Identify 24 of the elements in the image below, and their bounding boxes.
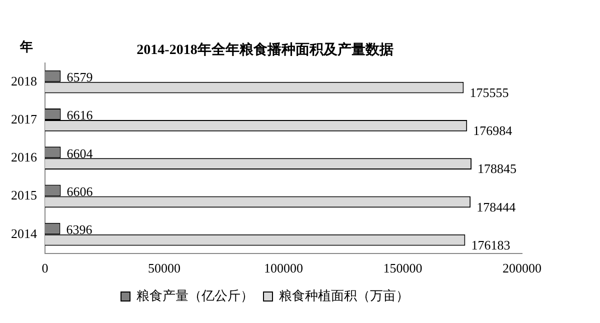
- data-label: 178845: [478, 161, 517, 176]
- y-tick-label: 2018: [11, 73, 37, 88]
- data-label: 6604: [66, 146, 94, 161]
- x-tick-label: 150000: [383, 260, 422, 276]
- data-label: 178444: [476, 199, 516, 214]
- x-tick-label: 100000: [264, 260, 303, 276]
- chart-title: 2014-2018年全年粮食播种面积及产量数据: [136, 41, 394, 58]
- data-label: 6396: [66, 222, 93, 238]
- y-tick-label: 2015: [11, 188, 37, 203]
- y-tick-label: 2017: [11, 111, 38, 126]
- data-label: 6606: [66, 184, 94, 199]
- data-label: 6616: [66, 108, 94, 123]
- y-axis-title: 年: [20, 38, 33, 56]
- legend-label: 粮食种植面积（万亩）: [279, 288, 409, 303]
- x-tick-label: 50000: [148, 260, 180, 276]
- y-tick-label: 2014: [11, 226, 38, 241]
- y-tick-label: 2016: [11, 150, 38, 165]
- legend-label: 粮食产量（亿公斤）: [136, 288, 254, 303]
- data-label: 175555: [470, 85, 509, 100]
- x-tick-label: 0: [42, 260, 48, 276]
- data-label: 6579: [66, 70, 93, 85]
- data-label: 176183: [471, 237, 510, 252]
- data-label: 176984: [473, 123, 513, 138]
- x-tick-label: 200000: [502, 260, 542, 276]
